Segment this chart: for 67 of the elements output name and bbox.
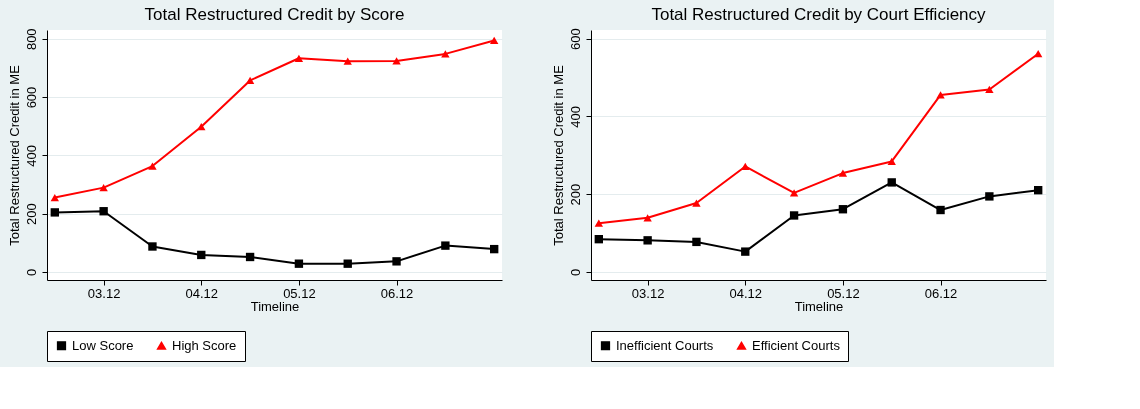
y-tick-label: 200	[23, 203, 39, 225]
y-tick-label: 0	[567, 268, 583, 276]
point	[789, 189, 799, 197]
point	[741, 162, 750, 171]
point	[594, 234, 603, 244]
x-tick-label: 06.12	[924, 285, 958, 301]
point	[741, 247, 750, 256]
point	[441, 241, 450, 250]
point	[838, 169, 848, 177]
legend-label: Inefficient Courts	[616, 337, 714, 353]
point	[441, 50, 450, 58]
point	[594, 219, 603, 227]
point	[692, 199, 701, 207]
point	[343, 57, 352, 65]
point	[392, 57, 401, 65]
y-tick-label: 800	[23, 28, 39, 51]
point	[643, 214, 652, 222]
point	[294, 54, 304, 62]
legend-label: High Score	[172, 337, 237, 353]
point	[887, 157, 896, 166]
point	[50, 193, 59, 202]
point	[197, 123, 206, 131]
x-tick-label: 03.12	[87, 285, 121, 301]
point	[99, 207, 108, 216]
point	[343, 259, 352, 268]
x-tick-label: 05.12	[827, 285, 860, 301]
point	[789, 211, 799, 220]
point	[99, 184, 108, 192]
y-axis-title: Total Restructured Credit in ME	[6, 64, 22, 246]
x-tick-label: 05.12	[283, 285, 316, 301]
point	[936, 205, 945, 215]
point	[985, 85, 994, 94]
point	[148, 162, 157, 170]
y-tick-label: 200	[567, 183, 583, 206]
point	[692, 237, 701, 247]
point	[1034, 186, 1043, 195]
chart-title: Total Restructured Credit by Score	[144, 4, 405, 24]
point	[392, 257, 401, 266]
x-axis-title: Timeline	[250, 298, 300, 314]
x-tick-label: 04.12	[185, 285, 219, 301]
y-tick-label: 600	[23, 86, 39, 109]
y-tick-label: 0	[23, 268, 39, 276]
legend-label: Low Score	[72, 337, 134, 353]
y-tick-label: 400	[23, 144, 39, 167]
y-axis-title: Total Restructured Credit in ME	[550, 64, 566, 246]
point	[490, 36, 499, 45]
point	[197, 250, 206, 260]
point	[245, 76, 255, 85]
y-tick-label: 600	[567, 28, 583, 50]
y-tick-label: 400	[567, 105, 583, 128]
point	[50, 208, 59, 217]
x-axis-title: Timeline	[794, 298, 844, 314]
point	[294, 259, 304, 268]
point	[245, 252, 255, 262]
point	[148, 242, 157, 251]
point	[490, 244, 499, 254]
chart-title: Total Restructured Credit by Court Efficiency	[651, 4, 987, 24]
x-tick-label: 06.12	[380, 285, 414, 301]
point	[985, 192, 994, 201]
x-tick-label: 04.12	[729, 285, 763, 301]
x-tick-label: 03.12	[631, 285, 665, 301]
point	[887, 178, 896, 187]
point	[838, 205, 848, 214]
point	[1034, 50, 1043, 58]
legend-label: Efficient Courts	[752, 337, 841, 353]
point	[643, 236, 652, 245]
point	[936, 91, 945, 99]
